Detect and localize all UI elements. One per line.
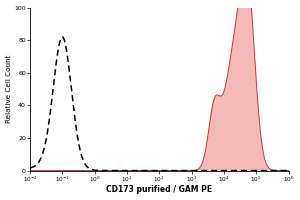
X-axis label: CD173 purified / GAM PE: CD173 purified / GAM PE xyxy=(106,185,212,194)
Y-axis label: Relative Cell Count: Relative Cell Count xyxy=(6,55,12,123)
